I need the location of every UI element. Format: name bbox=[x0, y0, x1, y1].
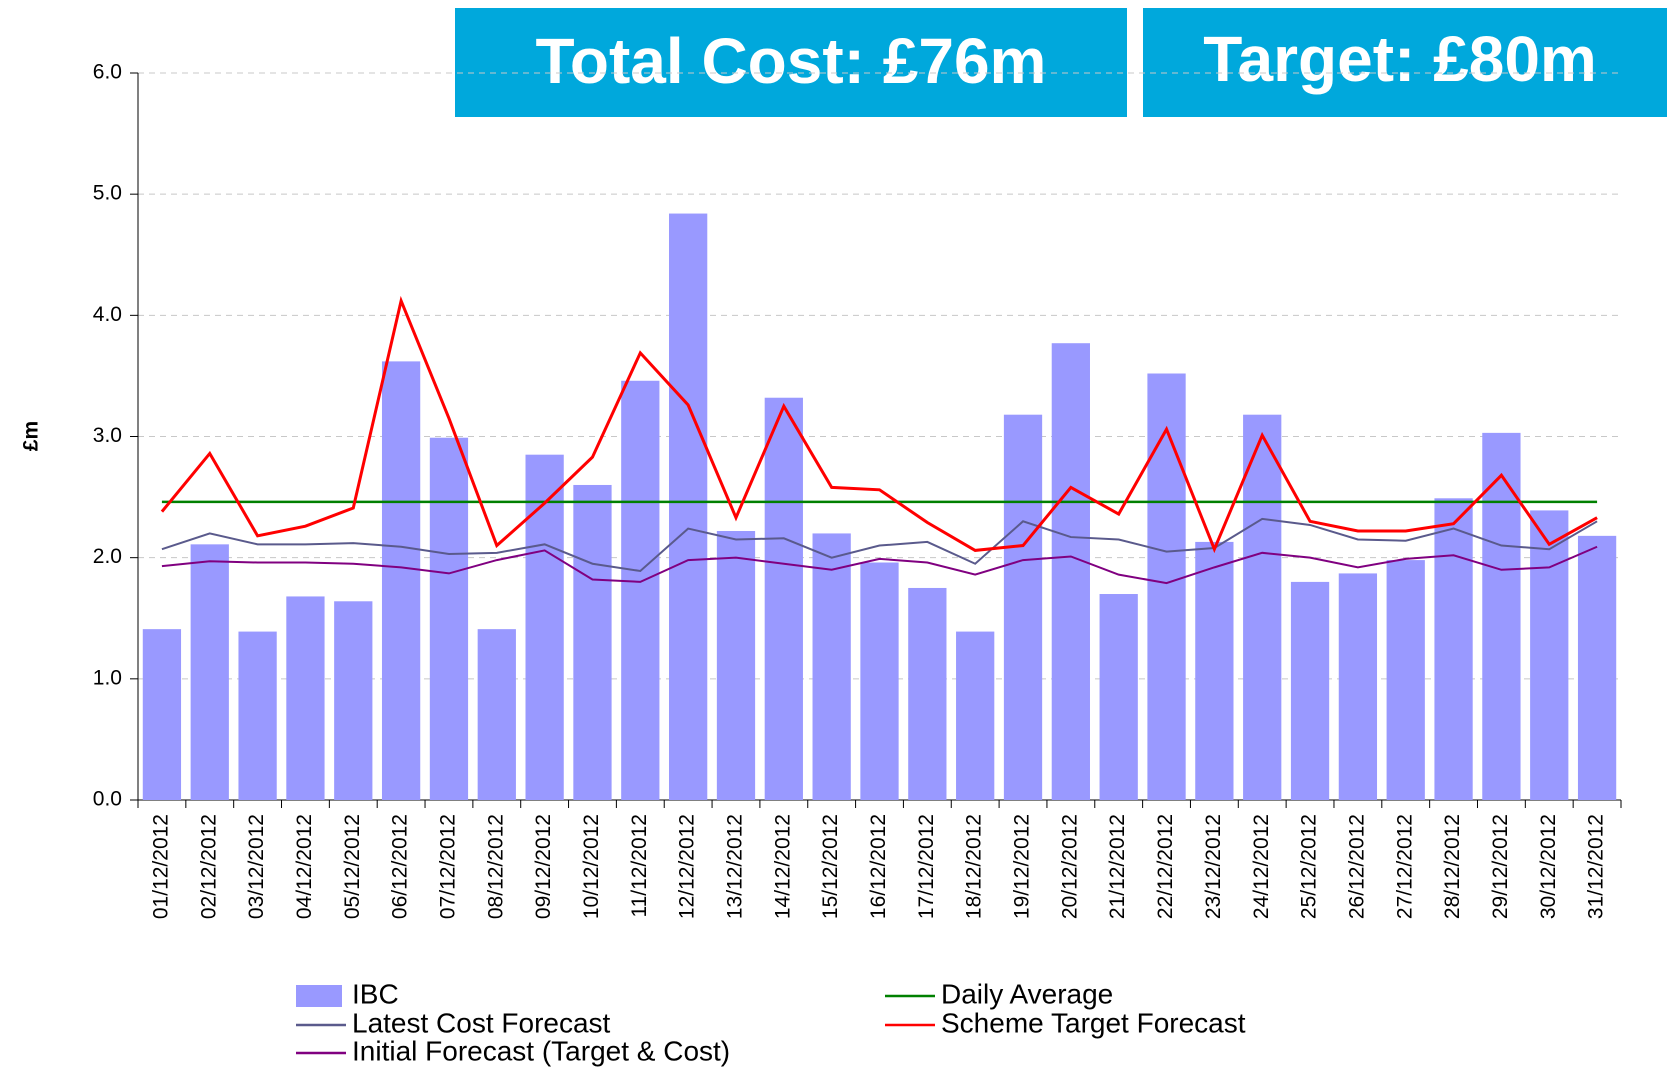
x-tick-label: 24/12/2012 bbox=[1250, 814, 1273, 919]
x-tick-label: 11/12/2012 bbox=[628, 814, 651, 918]
legend-label: Initial Forecast (Target & Cost) bbox=[352, 1035, 730, 1066]
x-tick-label: 06/12/2012 bbox=[389, 814, 412, 919]
bar bbox=[1003, 414, 1043, 800]
legend-label: Latest Cost Forecast bbox=[352, 1007, 611, 1038]
y-tick-label: 5.0 bbox=[93, 182, 122, 205]
x-tick-label: 26/12/2012 bbox=[1345, 814, 1368, 919]
bar bbox=[764, 397, 803, 800]
x-tick-label: 05/12/2012 bbox=[341, 814, 364, 919]
bar bbox=[1147, 373, 1186, 800]
bar bbox=[1434, 498, 1473, 800]
y-tick-label: 2.0 bbox=[93, 545, 122, 568]
bar bbox=[716, 531, 756, 800]
y-tick-label: 6.0 bbox=[93, 61, 122, 84]
x-tick-label: 09/12/2012 bbox=[532, 814, 555, 919]
annotation-box bbox=[455, 8, 1127, 117]
x-tick-label: 19/12/2012 bbox=[1011, 814, 1034, 919]
bar bbox=[1195, 541, 1234, 800]
bar bbox=[477, 629, 516, 800]
bar bbox=[381, 361, 421, 800]
annotation-box bbox=[1143, 8, 1667, 117]
legend-swatch bbox=[296, 985, 342, 1007]
legend-label: Scheme Target Forecast bbox=[941, 1007, 1246, 1038]
bar bbox=[1386, 560, 1425, 800]
x-tick-label: 25/12/2012 bbox=[1298, 814, 1321, 919]
bar bbox=[908, 587, 947, 800]
x-tick-label: 03/12/2012 bbox=[245, 814, 268, 919]
x-tick-label: 02/12/2012 bbox=[197, 814, 220, 919]
annotation: Target: £80m bbox=[1203, 23, 1597, 95]
bar bbox=[525, 454, 564, 800]
line bbox=[160, 295, 1598, 554]
y-tick-label: 4.0 bbox=[93, 303, 122, 326]
x-tick-label: 20/12/2012 bbox=[1058, 814, 1081, 919]
legend-label: Daily Average bbox=[941, 978, 1113, 1009]
legend-label: IBC bbox=[352, 978, 399, 1009]
bar bbox=[1243, 414, 1282, 800]
bar bbox=[621, 380, 660, 800]
bar bbox=[1338, 573, 1378, 800]
bar bbox=[429, 437, 469, 800]
x-tick-label: 01/12/2012 bbox=[149, 814, 172, 919]
x-tick-label: 31/12/2012 bbox=[1585, 814, 1608, 919]
x-tick-label: 04/12/2012 bbox=[293, 814, 316, 919]
x-tick-label: 15/12/2012 bbox=[819, 814, 842, 919]
bar bbox=[190, 544, 229, 800]
bar bbox=[573, 484, 612, 800]
x-tick-label: 30/12/2012 bbox=[1537, 814, 1560, 919]
x-tick-label: 07/12/2012 bbox=[436, 814, 459, 919]
x-tick-label: 22/12/2012 bbox=[1154, 814, 1177, 919]
x-tick-label: 21/12/2012 bbox=[1106, 814, 1129, 919]
line bbox=[161, 545, 1598, 585]
bar bbox=[1577, 535, 1617, 800]
bar bbox=[286, 596, 325, 800]
bar bbox=[956, 631, 995, 800]
x-tick-label: 14/12/2012 bbox=[771, 814, 794, 919]
bar bbox=[1530, 510, 1569, 800]
bar bbox=[238, 631, 277, 800]
bar bbox=[812, 533, 851, 800]
bar bbox=[1099, 594, 1138, 800]
x-tick-label: 23/12/2012 bbox=[1202, 814, 1225, 919]
bar bbox=[1051, 343, 1090, 800]
x-tick-label: 13/12/2012 bbox=[724, 814, 747, 919]
bar bbox=[142, 629, 182, 800]
y-axis-label: £m bbox=[20, 421, 43, 451]
line bbox=[161, 517, 1598, 573]
bar bbox=[669, 213, 708, 800]
x-tick-label: 12/12/2012 bbox=[676, 814, 699, 919]
x-tick-label: 16/12/2012 bbox=[867, 814, 890, 919]
x-tick-label: 29/12/2012 bbox=[1489, 814, 1512, 919]
x-tick-label: 10/12/2012 bbox=[580, 814, 603, 919]
x-tick-label: 17/12/2012 bbox=[915, 814, 938, 919]
y-tick-label: 0.0 bbox=[93, 788, 122, 811]
y-tick-label: 3.0 bbox=[93, 424, 122, 447]
x-tick-label: 18/12/2012 bbox=[963, 814, 986, 919]
x-tick-label: 28/12/2012 bbox=[1441, 814, 1464, 919]
x-tick-label: 08/12/2012 bbox=[484, 814, 507, 919]
y-tick-label: 1.0 bbox=[93, 666, 122, 689]
bar bbox=[334, 601, 373, 800]
bar bbox=[1290, 581, 1330, 800]
bar bbox=[860, 562, 899, 800]
annotation: Total Cost: £76m bbox=[536, 25, 1047, 97]
x-tick-label: 27/12/2012 bbox=[1393, 814, 1416, 919]
